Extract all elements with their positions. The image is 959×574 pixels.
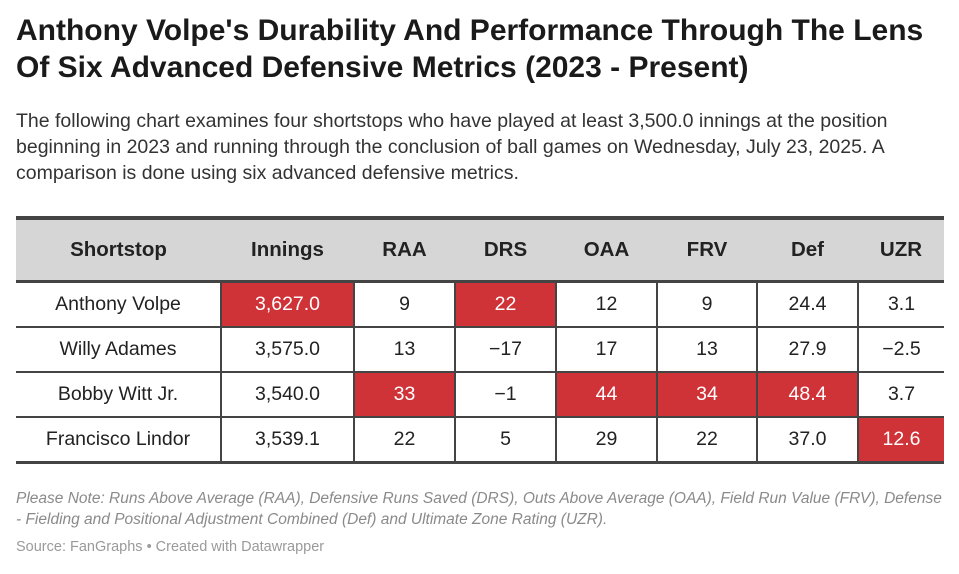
metric-cell-raa: 33 xyxy=(353,372,455,418)
metric-cell-drs: 5 xyxy=(454,417,556,464)
metric-cell-def: 48.4 xyxy=(756,372,858,418)
table-row: Francisco Lindor 3,539.1 22 5 29 22 37.0 12.6 xyxy=(16,417,944,464)
metric-cell-raa: 22 xyxy=(353,417,455,464)
table-row: Bobby Witt Jr. 3,540.0 33 −1 44 34 48.4 3.7 xyxy=(16,372,944,418)
player-name-cell: Bobby Witt Jr. xyxy=(16,372,221,418)
metric-cell-def: 37.0 xyxy=(756,417,858,464)
column-header-raa: RAA xyxy=(354,216,455,283)
metric-cell-drs: 22 xyxy=(454,281,556,328)
metric-cell-oaa: 44 xyxy=(555,372,657,418)
metric-cell-oaa: 12 xyxy=(555,281,657,328)
column-header-oaa: OAA xyxy=(556,216,657,283)
column-header-innings: Innings xyxy=(221,216,354,283)
metric-cell-innings: 3,575.0 xyxy=(220,327,354,373)
column-header-shortstop: Shortstop xyxy=(16,216,221,283)
metric-cell-drs: −17 xyxy=(454,327,556,373)
table-row: Willy Adames 3,575.0 13 −17 17 13 27.9 −2.5 xyxy=(16,327,944,373)
table-header-row: Shortstop Innings RAA DRS OAA FRV Def UZR xyxy=(16,216,944,283)
column-header-frv: FRV xyxy=(657,216,757,283)
metric-cell-def: 24.4 xyxy=(756,281,858,328)
metric-cell-frv: 13 xyxy=(656,327,757,373)
metric-cell-innings: 3,540.0 xyxy=(220,372,354,418)
player-name-cell: Anthony Volpe xyxy=(16,281,221,328)
metric-cell-oaa: 17 xyxy=(555,327,657,373)
column-header-uzr: UZR xyxy=(858,216,944,283)
player-name-cell: Willy Adames xyxy=(16,327,221,373)
metric-cell-drs: −1 xyxy=(454,372,556,418)
data-table: Shortstop Innings RAA DRS OAA FRV Def UZR Antho… xyxy=(16,216,944,464)
column-header-def: Def xyxy=(757,216,858,283)
metric-cell-oaa: 29 xyxy=(555,417,657,464)
metric-cell-innings: 3,539.1 xyxy=(220,417,354,464)
table-body: Anthony Volpe 3,627.0 9 22 12 9 24.4 3.1 Willy A… xyxy=(16,281,944,464)
metric-cell-uzr: −2.5 xyxy=(857,327,944,373)
chart-title: Anthony Volpe's Durability And Performan… xyxy=(16,14,924,84)
chart-subtitle: The following chart examines four shorts… xyxy=(16,110,888,184)
metric-cell-frv: 22 xyxy=(656,417,757,464)
metric-cell-def: 27.9 xyxy=(756,327,858,373)
metric-cell-frv: 34 xyxy=(656,372,757,418)
metric-cell-frv: 9 xyxy=(656,281,757,328)
column-header-drs: DRS xyxy=(455,216,556,283)
table-row: Anthony Volpe 3,627.0 9 22 12 9 24.4 3.1 xyxy=(16,281,944,328)
footnote: Please Note: Runs Above Average (RAA), D… xyxy=(16,490,942,528)
metric-cell-uzr: 3.7 xyxy=(857,372,944,418)
source-line: Source: FanGraphs • Created with Datawra… xyxy=(16,539,325,555)
metric-cell-uzr: 12.6 xyxy=(857,417,944,464)
metric-cell-innings: 3,627.0 xyxy=(220,281,354,328)
metric-cell-raa: 13 xyxy=(353,327,455,373)
metric-cell-uzr: 3.1 xyxy=(857,281,944,328)
metric-cell-raa: 9 xyxy=(353,281,455,328)
player-name-cell: Francisco Lindor xyxy=(16,417,221,464)
